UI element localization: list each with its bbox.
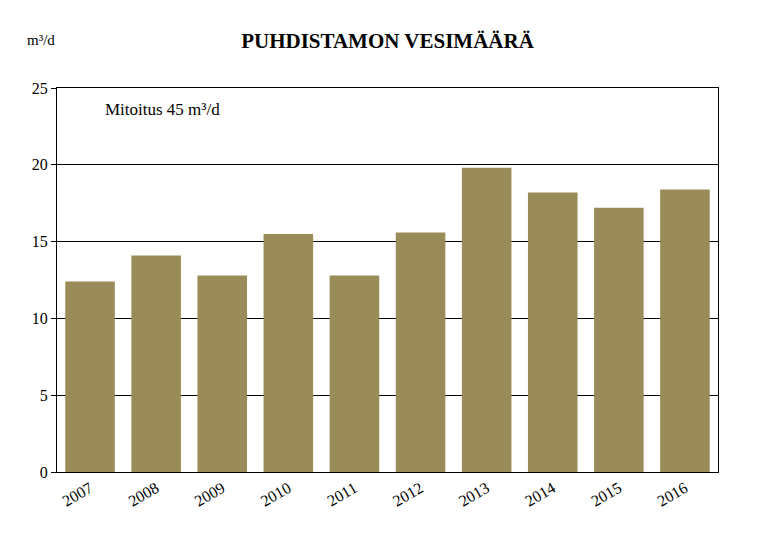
svg-text:10: 10 — [32, 310, 48, 327]
svg-text:2012: 2012 — [390, 479, 426, 510]
svg-text:2016: 2016 — [654, 479, 690, 510]
svg-text:2011: 2011 — [324, 479, 360, 509]
svg-text:PUHDISTAMON VESIMÄÄRÄ: PUHDISTAMON VESIMÄÄRÄ — [241, 29, 534, 53]
svg-text:2014: 2014 — [522, 479, 558, 510]
svg-text:m³/d: m³/d — [27, 32, 55, 48]
svg-text:2013: 2013 — [456, 479, 492, 510]
svg-text:5: 5 — [40, 387, 48, 404]
svg-text:25: 25 — [32, 80, 48, 97]
svg-text:20: 20 — [32, 156, 48, 173]
svg-text:2009: 2009 — [192, 479, 228, 510]
svg-text:2007: 2007 — [59, 479, 95, 510]
svg-text:2008: 2008 — [125, 479, 161, 510]
svg-text:Mitoitus 45 m³/d: Mitoitus 45 m³/d — [105, 100, 220, 119]
svg-text:0: 0 — [40, 464, 48, 481]
svg-text:2015: 2015 — [588, 479, 624, 510]
svg-text:15: 15 — [32, 233, 48, 250]
svg-text:2010: 2010 — [258, 479, 294, 510]
